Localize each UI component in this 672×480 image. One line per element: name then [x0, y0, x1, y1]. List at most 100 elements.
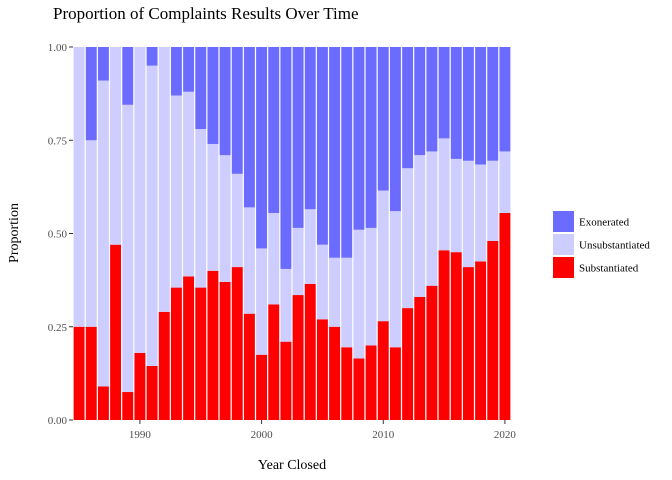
bar-substantiated-1988 [110, 244, 122, 420]
y-tick-label: 1.00 [48, 42, 68, 54]
bar-unsubstantiated-2000 [256, 248, 268, 355]
bar-unsubstantiated-2009 [365, 227, 377, 346]
bar-substantiated-2006 [329, 326, 341, 420]
bar-exonerated-1989 [122, 47, 134, 105]
bar-substantiated-2009 [365, 345, 377, 420]
legend-key-unsubstantiated [553, 234, 574, 255]
bar-substantiated-2015 [438, 250, 450, 420]
legend-label-unsubstantiated: Unsubstantiated [579, 240, 650, 252]
bar-substantiated-1999 [243, 313, 255, 420]
bar-exonerated-2020 [499, 47, 511, 152]
bar-unsubstantiated-1992 [158, 47, 170, 312]
bar-unsubstantiated-2008 [353, 229, 365, 359]
y-tick-label: 0.50 [48, 229, 68, 241]
bar-unsubstantiated-2002 [280, 268, 292, 342]
x-tick-label: 2000 [251, 429, 274, 441]
bar-exonerated-2016 [450, 47, 462, 159]
bar-substantiated-2018 [475, 261, 487, 420]
bar-unsubstantiated-2006 [329, 257, 341, 327]
bar-substantiated-1990 [134, 352, 146, 420]
bar-unsubstantiated-2004 [304, 209, 316, 284]
bar-exonerated-2013 [414, 47, 426, 156]
bar-unsubstantiated-2011 [389, 211, 401, 348]
bar-substantiated-2011 [389, 347, 401, 420]
chart-title: Proportion of Complaints Results Over Ti… [53, 4, 359, 23]
bar-unsubstantiated-1985 [73, 47, 85, 327]
bar-unsubstantiated-1988 [110, 47, 122, 245]
bar-substantiated-2003 [292, 295, 304, 420]
x-tick-label: 2010 [372, 429, 395, 441]
bar-substantiated-1987 [97, 386, 109, 420]
bar-unsubstantiated-2019 [487, 160, 499, 241]
bar-unsubstantiated-2014 [426, 151, 438, 286]
bar-substantiated-1989 [122, 392, 134, 420]
bar-unsubstantiated-2010 [377, 190, 389, 322]
bar-exonerated-2018 [475, 47, 487, 165]
bar-substantiated-1993 [170, 287, 182, 420]
bar-exonerated-2012 [402, 47, 414, 169]
bar-substantiated-1986 [85, 326, 97, 420]
bar-substantiated-2008 [353, 358, 365, 420]
bar-unsubstantiated-1991 [146, 65, 158, 366]
bar-substantiated-2010 [377, 321, 389, 420]
bar-substantiated-2017 [462, 267, 474, 420]
bar-exonerated-1996 [207, 47, 219, 144]
legend: Exonerated Unsubstantiated Substantiated [553, 211, 650, 278]
y-tick-label: 0.25 [48, 322, 68, 334]
bar-substantiated-1985 [73, 326, 85, 420]
bar-unsubstantiated-1997 [219, 155, 231, 282]
legend-key-exonerated [553, 211, 574, 232]
bar-unsubstantiated-2012 [402, 168, 414, 309]
bar-substantiated-1991 [146, 365, 158, 420]
bar-exonerated-1993 [170, 47, 182, 96]
bar-substantiated-2014 [426, 285, 438, 420]
bar-exonerated-2001 [268, 47, 280, 213]
bar-unsubstantiated-2018 [475, 164, 487, 262]
bar-substantiated-1992 [158, 311, 170, 420]
bar-unsubstantiated-1995 [195, 129, 207, 288]
bar-substantiated-2019 [487, 240, 499, 420]
bar-exonerated-2014 [426, 47, 438, 152]
bar-exonerated-1997 [219, 47, 231, 156]
bar-exonerated-2003 [292, 47, 304, 228]
bar-substantiated-2005 [316, 319, 328, 420]
x-tick-label: 1990 [129, 429, 152, 441]
bar-substantiated-1994 [183, 276, 195, 420]
bar-exonerated-2000 [256, 47, 268, 249]
bar-unsubstantiated-2013 [414, 155, 426, 297]
bar-exonerated-2009 [365, 47, 377, 228]
bar-exonerated-1987 [97, 47, 109, 81]
bar-unsubstantiated-2015 [438, 138, 450, 251]
bar-unsubstantiated-1993 [170, 95, 182, 288]
y-tick-label: 0.75 [48, 135, 68, 147]
bar-exonerated-2015 [438, 47, 450, 139]
bar-unsubstantiated-2016 [450, 158, 462, 253]
bar-exonerated-2011 [389, 47, 401, 212]
bar-unsubstantiated-1994 [183, 91, 195, 277]
bar-exonerated-2005 [316, 47, 328, 245]
y-axis: 0.00 0.25 0.50 0.75 1.00 [48, 42, 73, 427]
bar-exonerated-2004 [304, 47, 316, 210]
bar-exonerated-1986 [85, 47, 97, 141]
bar-substantiated-2020 [499, 212, 511, 420]
legend-label-substantiated: Substantiated [579, 263, 639, 275]
y-tick-label: 0.00 [48, 415, 68, 427]
bar-unsubstantiated-2005 [316, 244, 328, 320]
bar-unsubstantiated-1990 [134, 47, 146, 353]
bar-exonerated-2017 [462, 47, 474, 161]
bar-unsubstantiated-1996 [207, 143, 219, 271]
bar-substantiated-1998 [231, 267, 243, 420]
bar-unsubstantiated-1987 [97, 80, 109, 387]
bar-exonerated-2007 [341, 47, 353, 258]
bar-exonerated-2019 [487, 47, 499, 161]
bar-unsubstantiated-2017 [462, 160, 474, 268]
x-axis: 1990 2000 2010 2020 [129, 420, 516, 441]
bar-substantiated-1996 [207, 270, 219, 420]
bar-substantiated-2001 [268, 304, 280, 420]
bars-layer [73, 47, 511, 420]
bar-unsubstantiated-1986 [85, 140, 97, 327]
x-axis-title: Year Closed [258, 458, 326, 473]
legend-key-substantiated [553, 257, 574, 278]
bar-exonerated-1991 [146, 47, 158, 66]
